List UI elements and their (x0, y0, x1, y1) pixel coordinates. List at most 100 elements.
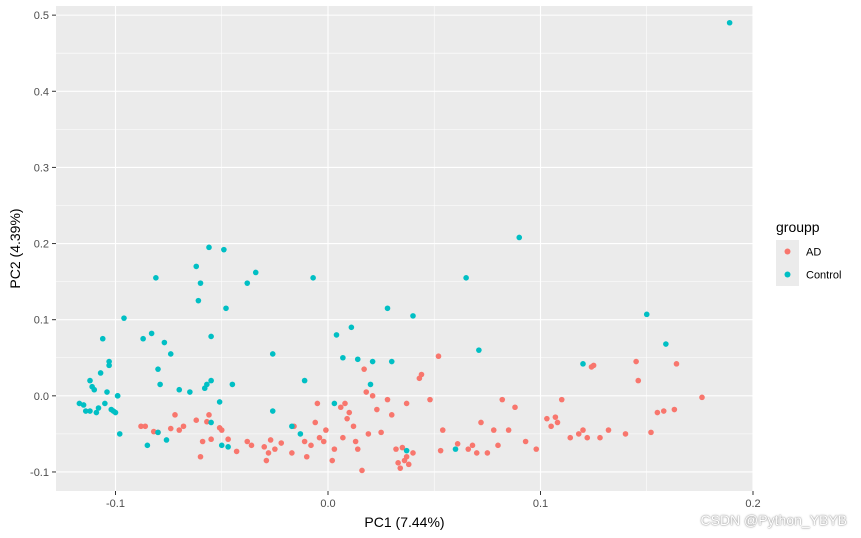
point-ad (248, 442, 255, 449)
point-control (643, 311, 650, 318)
point-ad (369, 393, 376, 399)
point-ad (303, 453, 310, 460)
point-ad (272, 446, 278, 452)
minor-grid (56, 6, 753, 491)
point-ad (478, 419, 484, 426)
legend: groupp AD Control (776, 219, 841, 286)
point-control (157, 381, 163, 388)
point-control (161, 339, 168, 346)
point-ad (393, 446, 399, 452)
point-ad (588, 364, 595, 370)
point-control (297, 431, 304, 437)
point-ad (648, 429, 654, 436)
point-ad (403, 400, 410, 407)
point-control (104, 389, 110, 395)
point-control (114, 393, 121, 399)
point-ad (150, 428, 157, 435)
point-control (148, 330, 155, 337)
point-ad (597, 434, 603, 441)
point-control (82, 408, 89, 414)
point-control (97, 370, 104, 376)
point-ad (308, 442, 314, 449)
point-ad (395, 460, 401, 466)
point-ad (435, 353, 442, 360)
x-tick-label: 0.2 (745, 498, 760, 510)
point-ad (388, 412, 395, 418)
point-control (289, 423, 295, 430)
point-ad (337, 404, 344, 411)
point-ad (180, 423, 187, 430)
legend-key-ad (784, 248, 791, 255)
point-control (388, 358, 395, 365)
point-ad (499, 396, 506, 403)
point-ad (346, 409, 353, 416)
point-ad (495, 442, 501, 449)
point-ad (374, 406, 380, 413)
point-control (176, 386, 183, 393)
point-ad (344, 415, 350, 422)
point-ad (660, 408, 667, 414)
point-ad (490, 427, 497, 433)
point-control (153, 275, 159, 281)
x-axis-ticks: -0.1 0.0 0.1 0.2 (106, 491, 761, 510)
point-control (229, 381, 236, 388)
point-ad (410, 450, 416, 456)
point-ad (361, 366, 367, 372)
point-ad (233, 448, 240, 455)
point-ad (340, 434, 346, 441)
point-ad (176, 427, 183, 433)
y-tick-label: -0.1 (30, 467, 49, 479)
point-control (663, 341, 669, 347)
point-control (80, 402, 87, 408)
point-ad (567, 434, 574, 441)
point-ad (331, 446, 338, 452)
point-control (580, 361, 586, 367)
point-control (463, 275, 469, 281)
point-control (269, 351, 276, 357)
point-ad (548, 423, 554, 430)
point-ad (363, 389, 370, 395)
point-ad (384, 396, 391, 403)
point-ad (278, 440, 285, 446)
watermark: CSDN @Python_YBYB (700, 512, 848, 528)
point-ad (473, 450, 480, 456)
point-ad (323, 427, 329, 433)
point-ad (654, 409, 661, 416)
point-ad (554, 419, 561, 426)
point-ad (261, 444, 268, 450)
x-axis-title: PC1 (7.44%) (364, 514, 444, 530)
point-control (93, 409, 100, 416)
point-ad (465, 446, 472, 452)
point-ad (671, 406, 678, 413)
point-ad (199, 438, 206, 445)
point-ad (405, 461, 412, 468)
point-control (348, 324, 355, 331)
point-ad (552, 414, 559, 420)
point-control (384, 305, 391, 312)
point-ad (622, 431, 629, 437)
point-ad (312, 419, 319, 426)
point-control (204, 381, 210, 388)
point-ad (365, 431, 372, 437)
point-ad (397, 465, 404, 471)
point-ad (575, 431, 582, 437)
y-axis-title: PC2 (4.39%) (7, 208, 23, 288)
point-ad (350, 423, 357, 430)
point-ad (699, 394, 705, 401)
point-ad (418, 371, 425, 378)
point-ad (544, 415, 550, 422)
point-control (121, 315, 127, 321)
point-ad (635, 377, 642, 384)
point-ad (289, 450, 295, 456)
point-ad (320, 438, 327, 445)
point-control (244, 280, 251, 286)
point-ad (439, 427, 446, 433)
point-control (516, 234, 523, 241)
point-ad (204, 418, 210, 425)
point-control (193, 263, 200, 270)
point-ad (263, 457, 270, 464)
point-ad (399, 444, 406, 451)
point-control (140, 335, 146, 342)
point-ad (244, 438, 251, 445)
point-control (208, 333, 214, 340)
